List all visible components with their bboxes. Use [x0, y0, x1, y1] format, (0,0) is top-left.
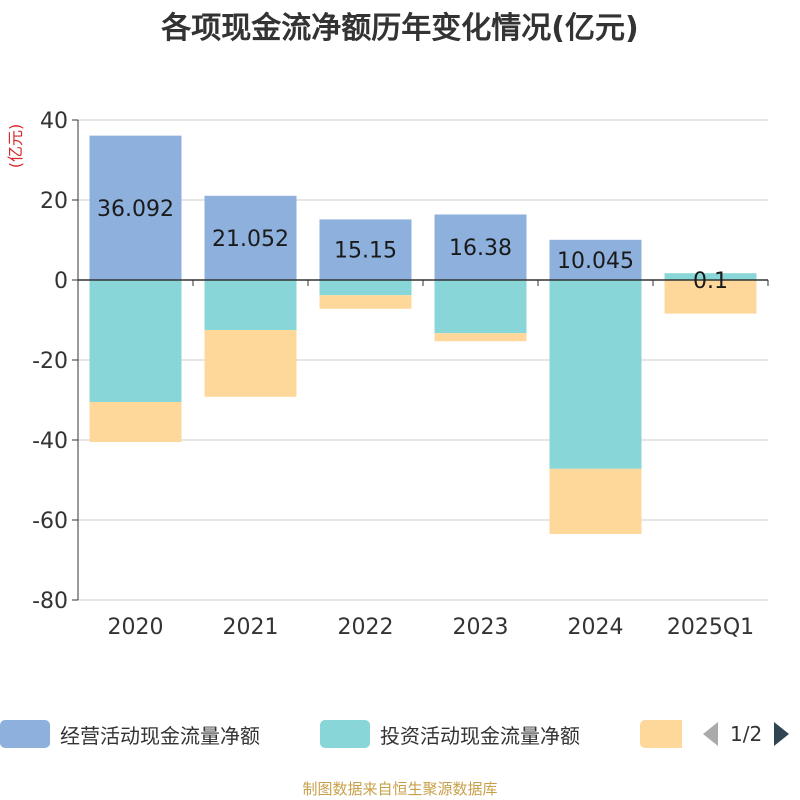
- legend-prev-icon[interactable]: [702, 721, 720, 747]
- bar-operating-2021[interactable]: [204, 195, 297, 280]
- bar-investing-2021[interactable]: [204, 280, 297, 330]
- bar-investing-2020[interactable]: [89, 280, 182, 402]
- legend-swatch-operating: [0, 720, 50, 748]
- data-label: 36.092: [97, 197, 174, 222]
- bar-operating-2023[interactable]: [434, 214, 527, 280]
- legend-swatch-financing: [640, 720, 682, 748]
- bar-financing-2020[interactable]: [89, 402, 182, 442]
- legend-label-investing: 投资活动现金流量净额: [380, 723, 580, 748]
- y-tick-label: 0: [54, 269, 68, 294]
- legend-label-operating: 经营活动现金流量净额: [60, 723, 260, 748]
- bar-financing-2022[interactable]: [319, 295, 412, 309]
- legend-pager: 1/2: [702, 716, 790, 752]
- bar-operating-2024[interactable]: [549, 239, 642, 280]
- legend-item-investing[interactable]: 投资活动现金流量净额: [320, 716, 580, 752]
- bar-operating-2022[interactable]: [319, 219, 412, 280]
- bar-investing-2024[interactable]: [549, 280, 642, 469]
- legend-swatch-investing: [320, 720, 370, 748]
- x-tick-label: 2024: [568, 615, 624, 640]
- bar-financing-2025Q1[interactable]: [664, 280, 757, 314]
- bar-financing-2024[interactable]: [549, 468, 642, 534]
- chart-title: 各项现金流净额历年变化情况(亿元): [160, 11, 638, 46]
- bar-investing-2025Q1[interactable]: [664, 273, 757, 280]
- x-tick-label: 2022: [338, 615, 394, 640]
- data-label: 10.045: [557, 249, 634, 274]
- x-tick-label: 2021: [223, 615, 279, 640]
- y-tick-label: -40: [32, 429, 68, 454]
- x-tick-label: 2020: [108, 615, 164, 640]
- y-tick-label: 40: [40, 109, 68, 134]
- y-tick-label: 20: [40, 189, 68, 214]
- bar-investing-2022[interactable]: [319, 280, 412, 296]
- legend-next-icon[interactable]: [772, 721, 790, 747]
- y-tick-label: -80: [32, 589, 68, 614]
- legend: 经营活动现金流量净额 投资活动现金流量净额 1/2: [0, 716, 800, 752]
- legend-item-financing[interactable]: [640, 716, 682, 752]
- data-label: 0.1: [693, 269, 728, 294]
- data-label: 16.38: [449, 236, 512, 261]
- y-tick-label: -60: [32, 509, 68, 534]
- legend-page-indicator: 1/2: [730, 722, 763, 746]
- y-axis-label: (亿元): [6, 124, 25, 169]
- legend-item-operating[interactable]: 经营活动现金流量净额: [0, 716, 260, 752]
- bar-financing-2023[interactable]: [434, 333, 527, 342]
- x-tick-label: 2025Q1: [667, 615, 754, 640]
- source-note: 制图数据来自恒生聚源数据库: [302, 780, 498, 798]
- chart: 各项现金流净额历年变化情况(亿元) (亿元)40200-20-40-60-80 …: [6, 11, 769, 640]
- bar-financing-2021[interactable]: [204, 330, 297, 397]
- x-tick-label: 2023: [453, 615, 509, 640]
- data-label: 21.052: [212, 227, 289, 252]
- bar-investing-2023[interactable]: [434, 280, 527, 334]
- y-tick-label: -20: [32, 349, 68, 374]
- bar-operating-2020[interactable]: [89, 135, 182, 280]
- data-label: 15.15: [334, 239, 397, 264]
